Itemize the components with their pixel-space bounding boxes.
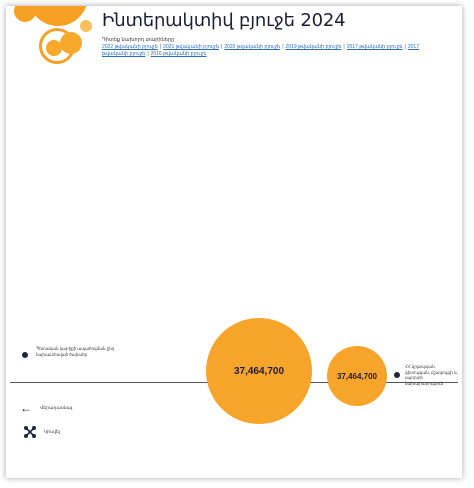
page-subtitle: Դիտեք նախորդ տարիները: [102, 37, 175, 43]
logo-bubble: [80, 20, 92, 32]
share-button[interactable]: Կիսվել: [24, 426, 60, 438]
bubble-value: 37,464,700: [233, 365, 285, 377]
category-dot: [22, 352, 28, 358]
left-category-text: Պետական կարիքի ապահովման ընդ նախատեսված …: [36, 346, 115, 357]
link-separator: |: [159, 44, 162, 50]
share-icon: [24, 426, 36, 438]
budget-bubble-ministry[interactable]: 37,464,700: [327, 346, 387, 406]
page-frame: Ինտերակտիվ բյուջե 2024 Դիտեք նախորդ տարի…: [6, 6, 462, 478]
logo-bubble: [46, 40, 62, 56]
logo-bubble: [14, 6, 36, 22]
link-separator: |: [147, 51, 149, 57]
right-category-text: ՀՀ կրթության, գիտության, մշակույթի և սպո…: [405, 364, 458, 386]
year-link-2021[interactable]: 2021 թվականի բյուջե: [163, 44, 220, 50]
site-logo[interactable]: [6, 6, 101, 78]
link-separator: |: [404, 44, 406, 50]
budget-bubble-total[interactable]: 37,464,700: [206, 318, 312, 424]
year-link-2020[interactable]: 2020 թվականի բյուջե: [224, 44, 281, 50]
year-links: 2022 թվականի բյուջե | 2021 թվականի բյուջե |…: [102, 44, 442, 58]
year-link-2017b[interactable]: 2017 թվականի բյուջե: [102, 44, 419, 57]
logo-bubble: [28, 6, 88, 26]
link-separator: |: [343, 44, 345, 50]
year-link-2017a[interactable]: 2017 թվականի բյուջե: [346, 44, 403, 50]
logo-bubble: [60, 32, 82, 54]
arrow-left-icon: ←: [20, 401, 32, 415]
bubble-value: 37,464,700: [336, 371, 378, 381]
back-button[interactable]: ← Վերադառնալ: [20, 402, 72, 414]
year-link-2019[interactable]: 2019 թվականի բյուջե: [285, 44, 342, 50]
year-link-2022[interactable]: 2022 թվականի բյուջե: [102, 44, 158, 50]
back-label: Վերադառնալ: [40, 405, 73, 410]
year-link-2016[interactable]: 2016 թվականի բյուջե: [150, 51, 207, 57]
link-separator: |: [221, 44, 223, 50]
category-dot: [394, 372, 400, 378]
page-title: Ինտերակտիվ բյուջե 2024: [102, 10, 346, 31]
link-separator: |: [282, 44, 284, 50]
share-label: Կիսվել: [44, 429, 60, 434]
